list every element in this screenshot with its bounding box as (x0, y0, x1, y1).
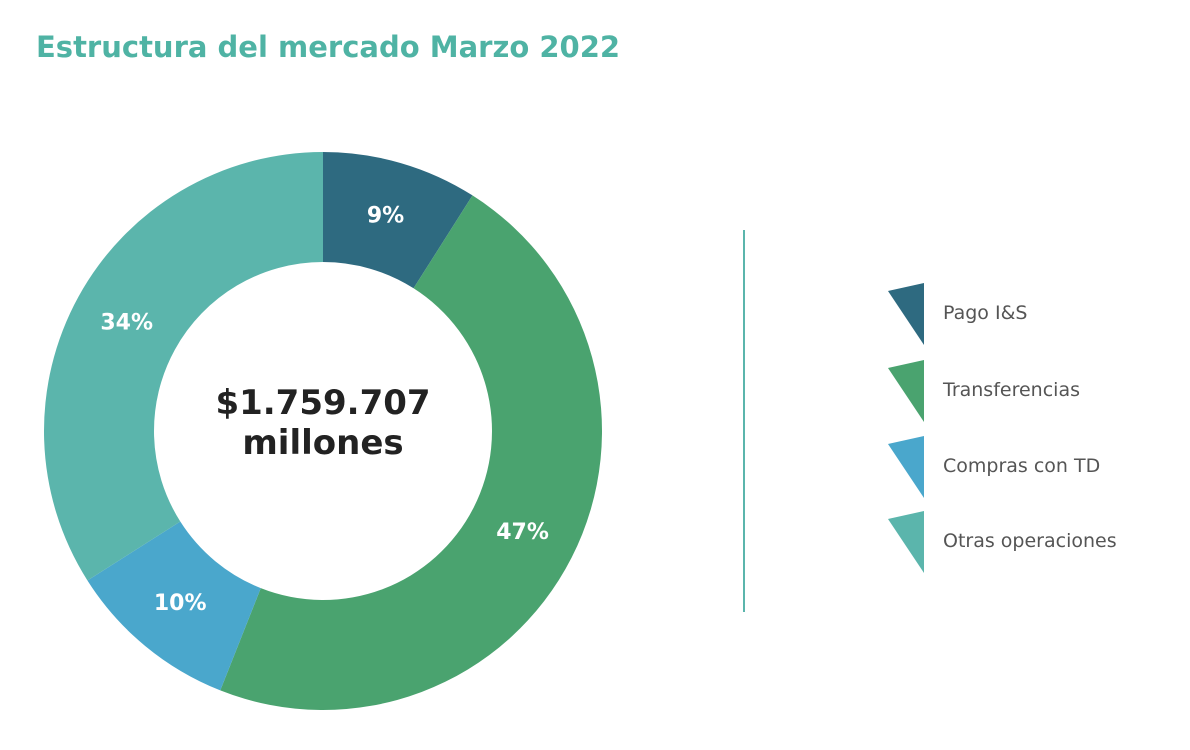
slice-label-4: 34% (100, 311, 153, 336)
donut-slice-2 (220, 195, 602, 710)
legend-marker-3 (888, 436, 924, 498)
legend-item-2: Transferencias (888, 360, 1168, 422)
donut-slice-1 (323, 152, 473, 289)
donut-chart: 9% 47% 10% 34% (44, 152, 602, 710)
donut-slice-3 (87, 521, 261, 691)
center-total: $1.759.707 millones (173, 383, 473, 463)
slice-label-1: 9% (367, 203, 404, 228)
legend-marker-2 (888, 360, 924, 422)
chart-title: Estructura del mercado Marzo 2022 (36, 30, 621, 64)
legend-item-4: Otras operaciones (888, 511, 1168, 573)
legend-item-1: Pago I&S (888, 283, 1168, 345)
divider-line (743, 230, 745, 612)
legend-marker-4 (888, 511, 924, 573)
legend-label-3: Compras con TD (943, 455, 1101, 477)
legend-label-2: Transferencias (943, 379, 1080, 401)
slice-label-3: 10% (154, 591, 207, 616)
legend-label-1: Pago I&S (943, 302, 1028, 324)
center-total-unit: millones (242, 423, 404, 463)
legend-marker-1 (888, 283, 924, 345)
slice-label-2: 47% (496, 520, 549, 545)
center-total-amount: $1.759.707 (215, 383, 431, 423)
legend-label-4: Otras operaciones (943, 530, 1117, 552)
legend-item-3: Compras con TD (888, 436, 1168, 498)
donut-slice-4 (44, 152, 324, 581)
